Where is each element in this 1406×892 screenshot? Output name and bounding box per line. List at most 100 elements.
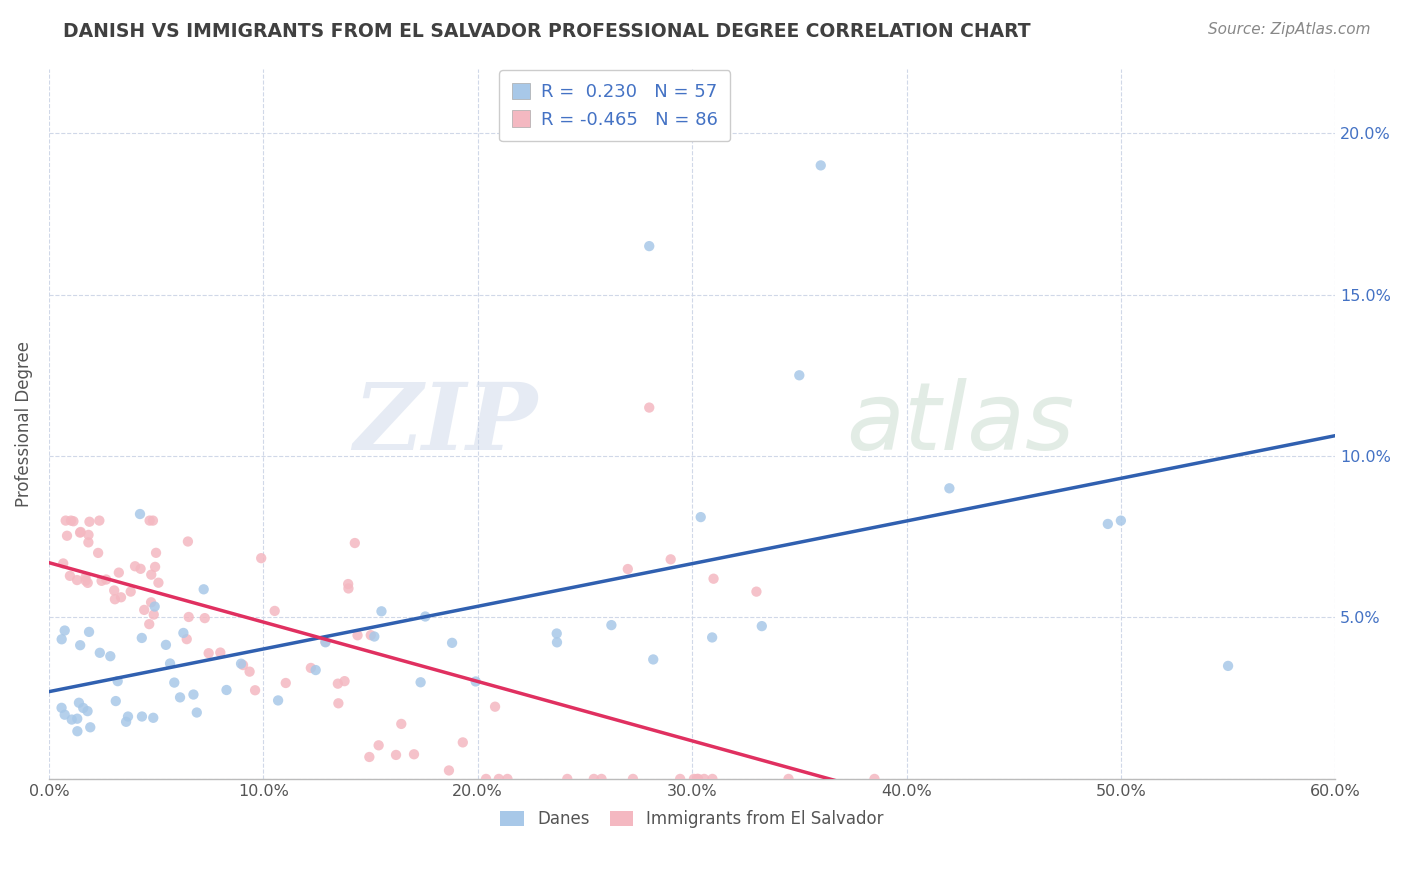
Point: [76, 704, 98, 718]
Point: [142, 711, 165, 725]
Point: [451, 735, 474, 749]
Point: [79, 515, 101, 529]
Point: [163, 675, 186, 690]
Point: [693, 772, 716, 786]
Point: [138, 617, 160, 632]
Point: [328, 696, 350, 710]
Point: [51, 632, 73, 647]
Point: [370, 604, 392, 618]
Point: [488, 772, 510, 786]
Point: [267, 693, 290, 707]
Point: [617, 562, 640, 576]
Point: [56, 529, 79, 543]
Point: [686, 772, 709, 786]
Point: [232, 658, 254, 673]
Point: [53, 707, 76, 722]
Point: [138, 514, 160, 528]
Point: [333, 674, 356, 689]
Point: [79, 720, 101, 734]
Point: [343, 536, 366, 550]
Point: [863, 772, 886, 786]
Point: [131, 631, 153, 645]
Point: [183, 688, 205, 702]
Point: [496, 772, 519, 786]
Point: [1097, 516, 1119, 531]
Point: [621, 772, 644, 786]
Point: [139, 595, 162, 609]
Point: [69, 524, 91, 539]
Point: [60, 514, 83, 528]
Point: [810, 158, 832, 172]
Point: [546, 626, 568, 640]
Point: [75, 570, 97, 584]
Point: [409, 675, 432, 690]
Legend: Danes, Immigrants from El Salvador: Danes, Immigrants from El Salvador: [494, 803, 890, 835]
Point: [141, 567, 163, 582]
Point: [751, 619, 773, 633]
Point: [98, 649, 121, 664]
Point: [76, 575, 98, 590]
Point: [75, 574, 97, 588]
Point: [52, 557, 75, 571]
Point: [186, 706, 208, 720]
Point: [346, 628, 368, 642]
Point: [129, 562, 152, 576]
Point: [104, 694, 127, 708]
Point: [239, 665, 262, 679]
Point: [475, 772, 498, 786]
Point: [193, 582, 215, 597]
Point: [55, 514, 77, 528]
Point: [115, 714, 138, 729]
Point: [787, 368, 810, 383]
Point: [702, 631, 724, 645]
Point: [159, 657, 181, 671]
Point: [53, 624, 76, 638]
Point: [745, 584, 768, 599]
Point: [464, 674, 486, 689]
Point: [134, 603, 156, 617]
Point: [638, 239, 661, 253]
Y-axis label: Professional Degree: Professional Degree: [15, 341, 32, 507]
Point: [363, 630, 385, 644]
Point: [69, 525, 91, 540]
Point: [145, 546, 167, 560]
Point: [104, 592, 127, 607]
Point: [197, 646, 219, 660]
Point: [72, 701, 94, 715]
Point: [582, 772, 605, 786]
Point: [142, 514, 165, 528]
Point: [389, 717, 412, 731]
Point: [938, 481, 960, 495]
Point: [402, 747, 425, 762]
Point: [87, 546, 110, 560]
Point: [215, 683, 238, 698]
Point: [142, 607, 165, 622]
Point: [120, 584, 142, 599]
Point: [546, 635, 568, 649]
Point: [77, 535, 100, 549]
Point: [77, 624, 100, 639]
Point: [131, 709, 153, 723]
Point: [177, 610, 200, 624]
Point: [250, 551, 273, 566]
Point: [314, 635, 336, 649]
Point: [148, 575, 170, 590]
Text: atlas: atlas: [846, 378, 1074, 469]
Point: [51, 701, 73, 715]
Point: [177, 534, 200, 549]
Point: [555, 772, 578, 786]
Point: [305, 663, 328, 677]
Point: [337, 582, 360, 596]
Point: [413, 609, 436, 624]
Point: [778, 772, 800, 786]
Point: [600, 618, 623, 632]
Point: [59, 569, 82, 583]
Point: [110, 591, 132, 605]
Point: [669, 772, 692, 786]
Point: [66, 724, 89, 739]
Point: [129, 507, 152, 521]
Text: DANISH VS IMMIGRANTS FROM EL SALVADOR PROFESSIONAL DEGREE CORRELATION CHART: DANISH VS IMMIGRANTS FROM EL SALVADOR PR…: [63, 22, 1031, 41]
Point: [90, 574, 112, 588]
Point: [176, 632, 198, 647]
Point: [194, 611, 217, 625]
